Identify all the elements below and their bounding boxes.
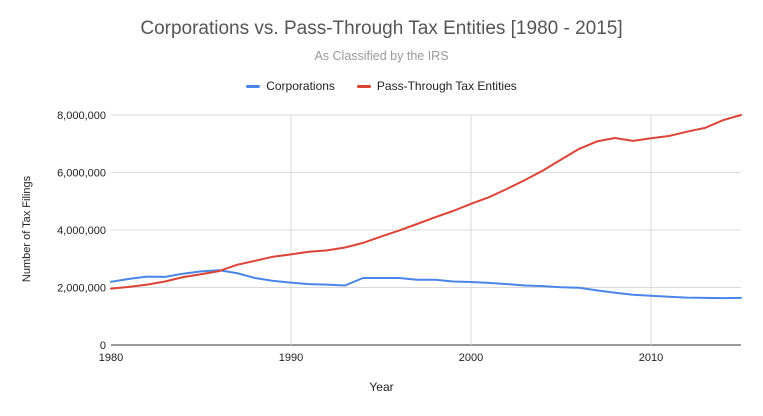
legend-label-corporations: Corporations [266,79,335,93]
x-tick-label: 2010 [639,352,663,364]
series-line-pass-through [110,114,742,290]
y-tick-label: 6,000,000 [57,168,106,180]
legend-swatch-corporations [246,84,261,88]
legend-item-corporations: Corporations [246,79,335,93]
x-tick-label: 2000 [459,352,483,364]
y-tick-label: 2,000,000 [57,283,106,295]
y-tick-label: 8,000,000 [57,110,106,122]
y-tick-label: 0 [100,340,106,352]
legend-item-pass-through: Pass-Through Tax Entities [356,79,517,93]
y-tick-label: 4,000,000 [57,225,106,237]
legend-label-pass-through: Pass-Through Tax Entities [376,79,517,93]
x-tick-label: 1980 [99,352,123,364]
chart-subtitle: As Classified by the IRS [314,49,449,63]
chart-legend: Corporations Pass-Through Tax Entities [0,79,763,93]
x-axis-label: Year [369,380,394,394]
chart-title: Corporations vs. Pass-Through Tax Entiti… [140,18,623,39]
x-tick-label: 1990 [279,352,303,364]
series-line-corporations [110,269,742,300]
legend-swatch-pass-through [356,84,371,88]
